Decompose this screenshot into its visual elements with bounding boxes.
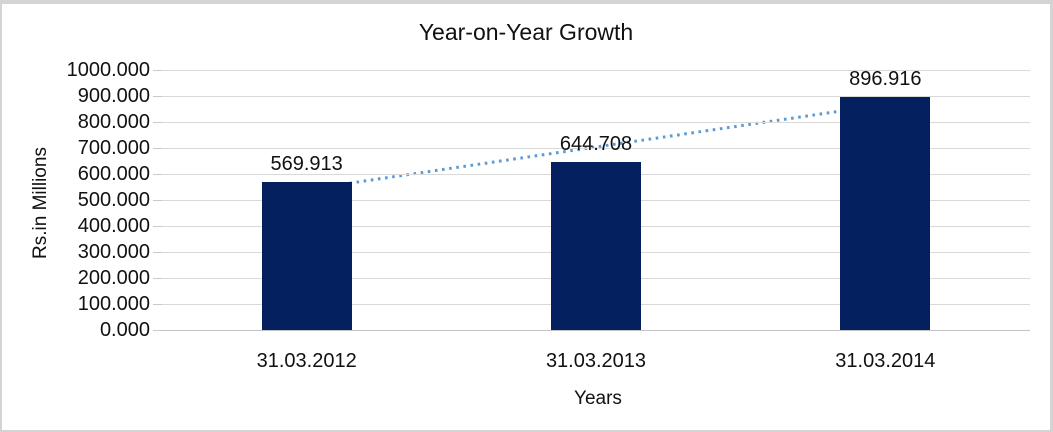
bar-31.03.2012 [261, 181, 352, 330]
y-tick-label: 600.000 [77, 163, 150, 185]
x-tick-label: 31.03.2013 [545, 350, 647, 372]
y-tick-label: 200.000 [77, 267, 150, 289]
x-axis-line [162, 330, 1030, 331]
y-axis-tick [153, 174, 162, 175]
bar-data-label: 644.708 [559, 133, 633, 156]
y-axis-tick [153, 148, 162, 149]
gridline [162, 96, 1030, 97]
y-axis-tick [153, 278, 162, 279]
y-tick-label: 300.000 [77, 241, 150, 263]
chart-title: Year-on-Year Growth [418, 19, 634, 45]
y-tick-label: 1000.000 [66, 59, 150, 81]
y-axis-tick [153, 122, 162, 123]
y-tick-label: 900.000 [77, 85, 150, 107]
y-tick-label: 500.000 [77, 189, 150, 211]
y-tick-label: 400.000 [77, 215, 150, 237]
bar-data-label: 569.913 [270, 152, 343, 175]
bar-data-label: 896.916 [849, 67, 922, 90]
y-axis-tick [153, 200, 162, 201]
y-axis-tick [153, 252, 162, 253]
y-axis-tick [153, 226, 162, 227]
plot-area [153, 70, 1030, 331]
y-tick-label: 700.000 [77, 137, 150, 159]
y-tick-label: 100.000 [77, 293, 150, 315]
y-tick-label: 0.000 [99, 319, 150, 341]
y-tick-label: 800.000 [77, 111, 150, 133]
bar-31.03.2014 [840, 96, 931, 330]
y-axis-tick [153, 70, 162, 71]
x-axis-title: Years [574, 388, 622, 409]
gridline [162, 70, 1030, 71]
bar-31.03.2013 [551, 162, 641, 330]
gridline [162, 122, 1030, 123]
gridline [162, 148, 1030, 149]
y-axis-tick [153, 96, 162, 97]
y-axis-tick [153, 304, 162, 305]
x-tick-label: 31.03.2014 [835, 350, 936, 372]
y-axis-tick [153, 330, 162, 331]
x-tick-label: 31.03.2012 [256, 350, 357, 372]
